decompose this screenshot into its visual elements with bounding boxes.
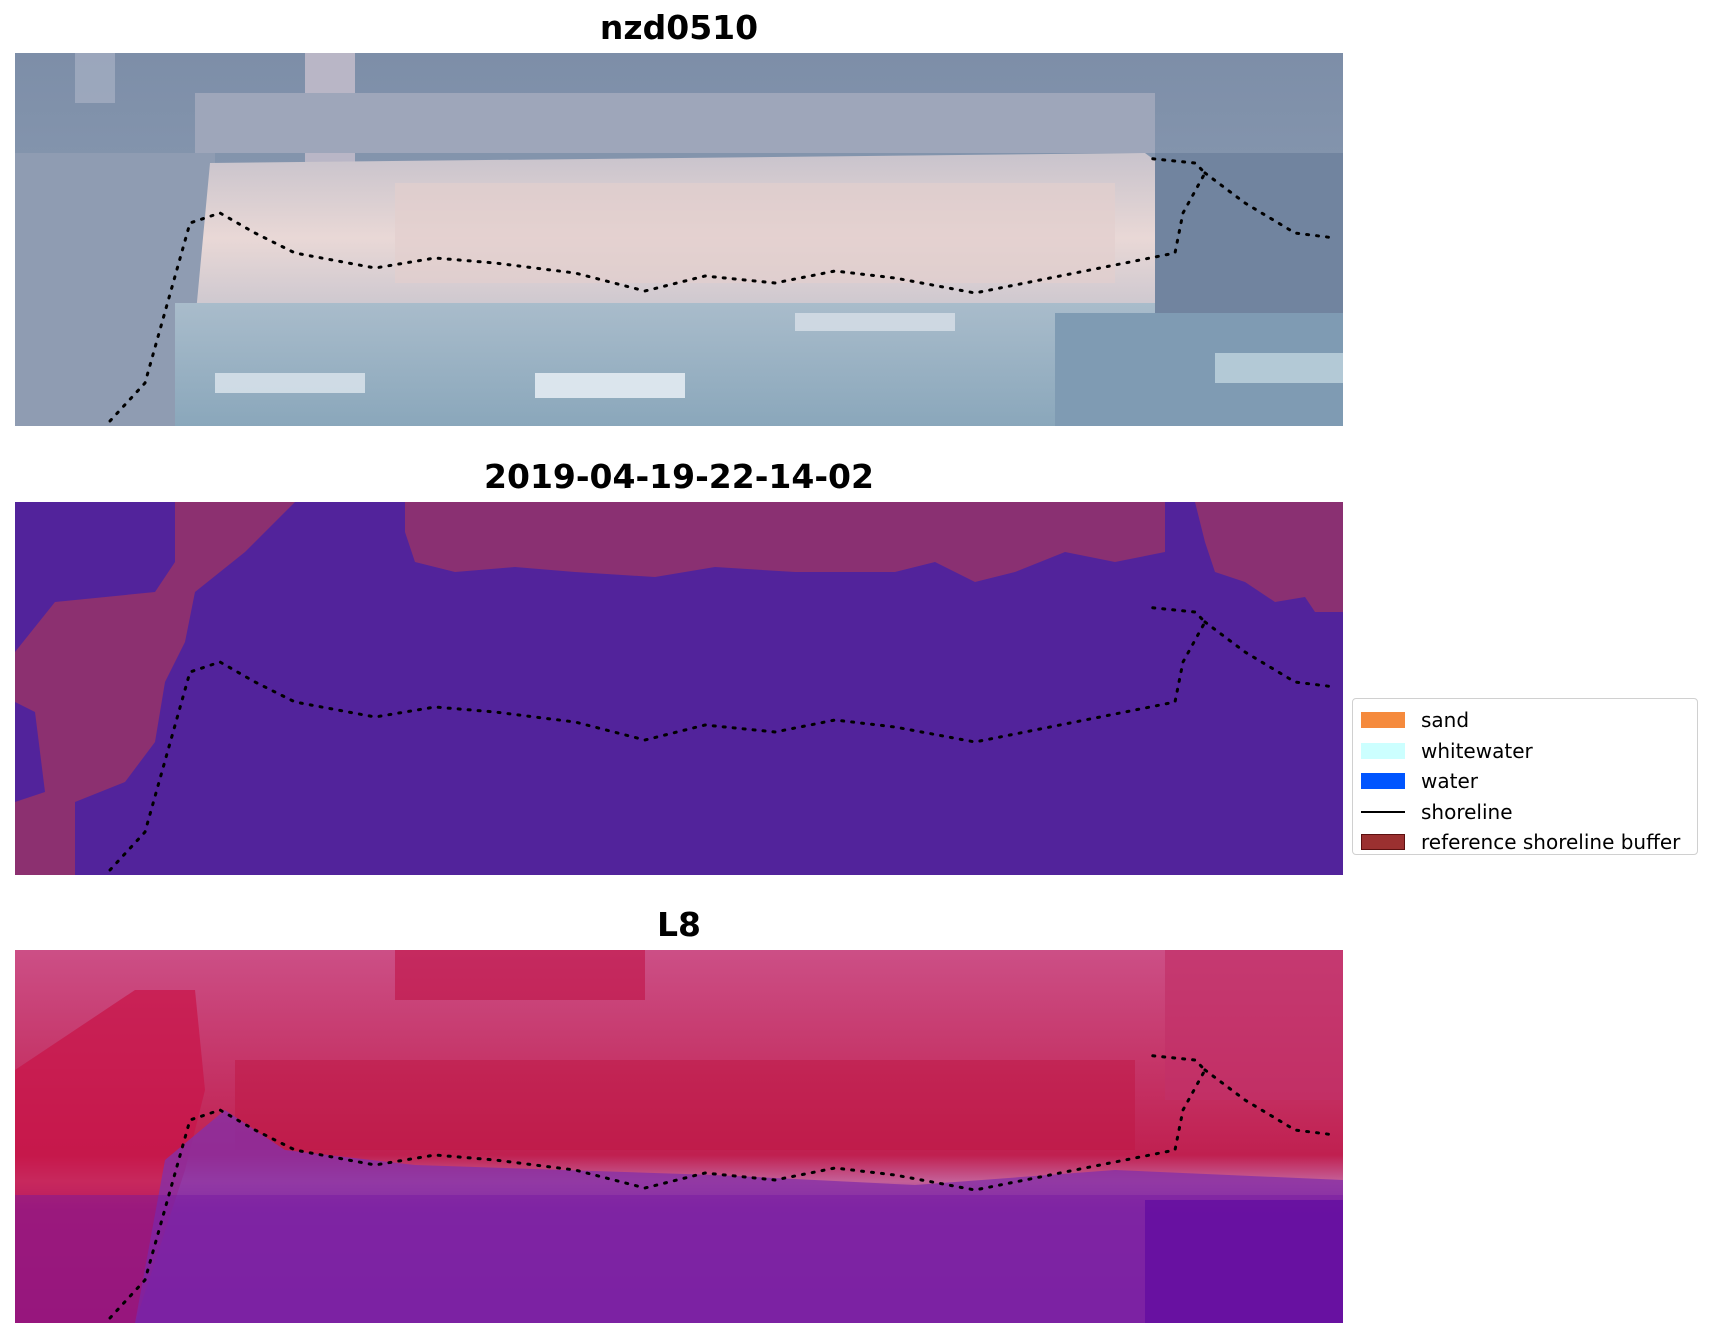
- legend-line-swatch: [1361, 810, 1405, 813]
- shoreline-line: [108, 156, 1337, 423]
- legend-item: water: [1361, 766, 1697, 797]
- legend-label: sand: [1421, 708, 1470, 733]
- legend-label: reference shoreline buffer: [1421, 830, 1681, 855]
- panel-title-rgb: nzd0510: [599, 8, 759, 47]
- legend-color-swatch: [1361, 834, 1405, 851]
- legend-color-swatch: [1361, 742, 1405, 759]
- legend: sand whitewater water shoreline reference sh…: [1352, 698, 1698, 855]
- legend-item: reference shoreline buffer: [1361, 827, 1697, 858]
- legend-label: shoreline: [1421, 799, 1513, 824]
- legend-item: sand: [1361, 705, 1697, 736]
- classified-image: [15, 502, 1343, 875]
- panel-title-classified: 2019-04-19-22-14-02: [484, 457, 874, 496]
- shoreline-line: [108, 605, 1337, 872]
- rgb-image: [15, 53, 1343, 426]
- mndwi-image-panel: [15, 950, 1343, 1323]
- legend-item: whitewater: [1361, 736, 1697, 767]
- legend-item: shoreline: [1361, 797, 1697, 828]
- mndwi-image: [15, 950, 1343, 1323]
- legend-color-swatch: [1361, 773, 1405, 790]
- classified-image-panel: [15, 502, 1343, 875]
- panel-title-mndwi: L8: [657, 905, 701, 944]
- legend-label: whitewater: [1421, 738, 1533, 763]
- legend-label: water: [1421, 769, 1478, 794]
- rgb-image-panel: [15, 53, 1343, 426]
- shoreline-line: [108, 1053, 1337, 1320]
- legend-color-swatch: [1361, 712, 1405, 729]
